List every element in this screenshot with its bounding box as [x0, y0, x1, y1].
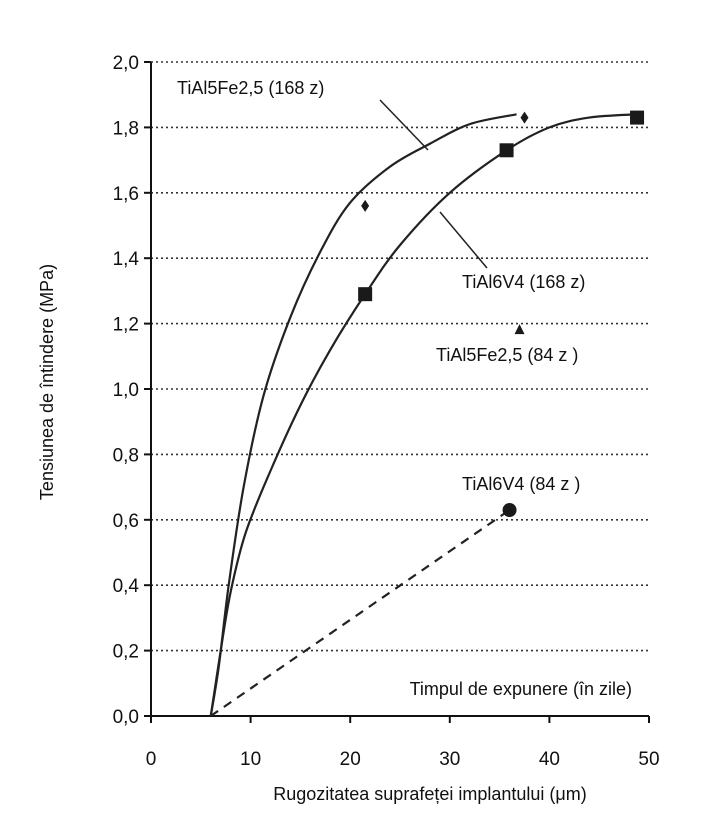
x-tick-label: 0	[146, 749, 157, 770]
series-label-tial6v4-168: TiAl6V4 (168 z)	[462, 272, 585, 292]
x-tick-label: 10	[240, 749, 261, 770]
y-axis-title: Tensiunea de întindere (MPa)	[37, 264, 57, 500]
data-point-diamond	[361, 199, 370, 212]
y-tick-label: 1,4	[113, 249, 140, 270]
y-tick-label: 0,6	[113, 511, 139, 532]
x-tick-label: 20	[340, 749, 361, 770]
y-tick-label: 1,0	[113, 380, 139, 401]
series-line	[210, 509, 511, 717]
series-label-tial5fe-84: TiAl5Fe2,5 (84 z )	[436, 345, 578, 365]
plot-area: 0,0 0,2 0,4 0,6 0,8 1,0 1,2 1,4 1,6 1,8 2,0 0 10 20 30…	[113, 53, 660, 770]
x-tick-label: 50	[638, 749, 659, 770]
series-label-tial6v4-84: TiAl6V4 (84 z )	[462, 474, 580, 494]
label-leader-tial6v4-168	[439, 211, 488, 269]
data-point-diamond	[520, 111, 529, 124]
y-tick-label: 0,4	[113, 576, 140, 597]
label-leader-tial5fe-168	[379, 99, 429, 151]
data-point-circle	[502, 502, 517, 517]
y-tick-label: 0,0	[113, 707, 139, 728]
legend-title: Timpul de expunere (în zile)	[410, 679, 632, 699]
data-point-square	[358, 287, 373, 302]
y-tick-label: 0,8	[113, 445, 139, 466]
y-tick-label: 2,0	[113, 53, 139, 74]
data-point-square	[499, 143, 514, 158]
y-tick-label: 0,2	[113, 642, 139, 663]
x-tick-label: 40	[539, 749, 560, 770]
x-tick-label: 30	[439, 749, 460, 770]
data-point-triangle	[514, 324, 525, 335]
series-line	[209, 113, 517, 717]
x-axis-title: Rugozitatea suprafeței implantului (μm)	[273, 784, 587, 804]
y-tick-label: 1,8	[113, 118, 139, 139]
data-point-square	[630, 110, 645, 125]
y-tick-label: 1,6	[113, 184, 139, 205]
y-tick-label: 1,2	[113, 315, 139, 336]
series-line	[209, 113, 638, 717]
series-label-tial5fe-168: TiAl5Fe2,5 (168 z)	[177, 78, 324, 98]
